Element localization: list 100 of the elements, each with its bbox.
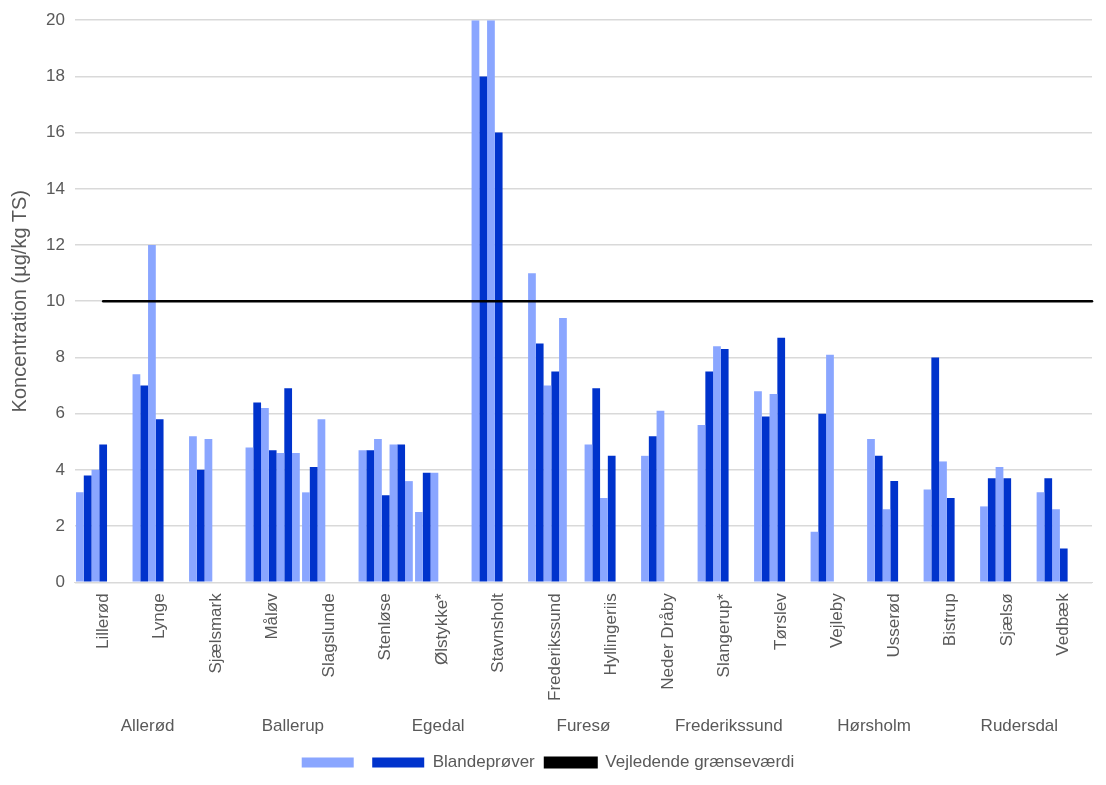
bar — [1059, 548, 1068, 582]
bar — [1003, 478, 1012, 582]
x-tick-label: Sjælsmark — [205, 592, 225, 674]
bar — [302, 492, 310, 582]
bar — [592, 388, 601, 582]
bar — [648, 436, 657, 582]
y-tick-label: 0 — [55, 571, 65, 591]
y-tick-label: 20 — [45, 9, 65, 29]
bar — [309, 467, 318, 582]
bar — [389, 444, 398, 582]
bar — [874, 455, 883, 582]
y-tick-label: 2 — [55, 515, 65, 535]
bar — [76, 492, 84, 582]
bar — [543, 385, 552, 582]
x-tick-label: Tørslev — [770, 592, 790, 650]
bar — [559, 318, 567, 582]
x-tick-label: Lynge — [149, 593, 169, 639]
x-tick-label: Ølstykke* — [431, 592, 451, 666]
bar — [430, 472, 439, 582]
bar — [867, 438, 875, 582]
y-tick-label: 8 — [55, 347, 65, 367]
x-tick-label: Slangerup* — [714, 592, 734, 678]
x-tick-label: Slagslunde — [318, 593, 338, 678]
x-tick-label: Usserød — [883, 593, 903, 658]
bar — [415, 512, 423, 582]
x-tick-label: Bistrup — [940, 593, 960, 647]
y-tick-label: 6 — [55, 403, 65, 423]
bar — [818, 413, 827, 582]
x-tick-label: Lillerød — [92, 593, 112, 650]
bar — [405, 481, 413, 582]
bar — [487, 20, 495, 582]
text: Ballerup — [261, 715, 325, 735]
bar — [358, 450, 367, 582]
text: Egedal — [411, 715, 465, 735]
x-tick-label: Stavnsholt — [488, 593, 508, 673]
bar — [987, 478, 996, 582]
bar — [713, 346, 721, 582]
bar — [196, 469, 205, 582]
y-tick-label: 12 — [45, 234, 65, 254]
bar — [995, 467, 1004, 582]
y-tick-label: 16 — [45, 122, 65, 142]
bar — [140, 385, 149, 582]
bar — [204, 438, 213, 582]
bar — [91, 469, 100, 582]
bar — [656, 410, 665, 582]
bar — [697, 424, 706, 582]
bar — [292, 453, 300, 582]
x-tick-label: Måløv — [262, 592, 282, 640]
bar — [284, 388, 293, 582]
bar — [600, 497, 608, 582]
x-tick-label: Hyllingeriis — [601, 593, 621, 676]
bar — [148, 245, 156, 582]
text: Frederikssund — [674, 715, 783, 735]
bar — [528, 273, 536, 582]
bar — [83, 475, 92, 582]
bar — [253, 402, 262, 582]
y-axis-title: Koncentration (µg/kg TS) — [7, 190, 30, 413]
bar — [268, 450, 277, 582]
bar — [931, 357, 940, 582]
bar — [980, 506, 988, 582]
bar — [535, 343, 544, 582]
bar — [761, 416, 770, 582]
x-tick-label: Vedbæk — [1053, 592, 1073, 656]
bar — [584, 444, 593, 582]
legend-label: Vejledende grænseværdi — [605, 752, 795, 772]
bar — [245, 447, 254, 582]
bar — [890, 481, 899, 582]
x-tick-label: Neder Dråby — [657, 592, 677, 690]
text: Allerød — [120, 715, 175, 735]
bar — [1044, 478, 1053, 582]
bar — [317, 419, 326, 582]
bar — [641, 455, 649, 582]
bar — [494, 132, 503, 582]
y-tick-label: 14 — [45, 178, 65, 198]
bar — [132, 374, 141, 582]
bar — [471, 20, 480, 582]
y-tick-label: 10 — [45, 290, 65, 310]
text: Furesø — [556, 715, 611, 735]
bar — [754, 391, 762, 582]
x-tick-label: Frederikssund — [544, 593, 564, 702]
bar — [422, 472, 431, 582]
text: Rudersdal — [980, 715, 1059, 735]
bar — [777, 337, 786, 582]
y-tick-label: 18 — [45, 66, 65, 86]
bar — [882, 509, 891, 582]
x-tick-label: Vejleby — [827, 592, 847, 649]
bar — [381, 495, 390, 582]
bar — [397, 444, 406, 582]
x-tick-label: Stenløse — [375, 593, 395, 661]
bar — [155, 419, 164, 582]
bar — [1036, 492, 1045, 582]
bar — [189, 436, 197, 582]
y-tick-label: 4 — [55, 459, 65, 479]
legend-label: Blandeprøver — [432, 752, 536, 772]
bar — [366, 450, 375, 582]
bar — [276, 453, 285, 582]
bar — [769, 393, 778, 582]
bar — [374, 438, 382, 582]
bar — [720, 349, 729, 582]
bar — [261, 408, 269, 582]
